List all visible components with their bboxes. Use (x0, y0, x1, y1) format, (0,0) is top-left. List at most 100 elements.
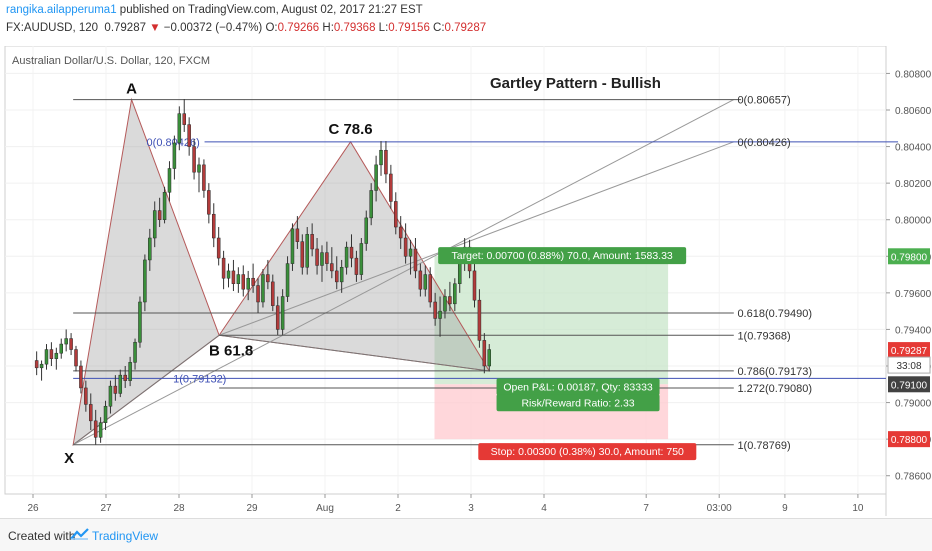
candle-body (69, 338, 73, 350)
last-price: 0.79287 (104, 22, 146, 34)
change-value: −0.00372 (−0.47%) (163, 22, 263, 34)
fib-level-label: 1.272(0.79080) (737, 383, 812, 395)
y-tick-label: 0.80600 (895, 106, 932, 117)
candle-body (349, 246, 354, 259)
candle-body (472, 270, 477, 301)
blue-level-label: 1(0.79132) (173, 373, 226, 385)
candle-body (423, 274, 428, 290)
candle-body (207, 190, 211, 215)
author-link[interactable]: rangika.ailapperuma1 (6, 4, 117, 16)
pattern-point-label: C 78.6 (328, 121, 372, 138)
candle-body (320, 252, 324, 266)
candle-body (374, 164, 378, 191)
candle-body (177, 113, 182, 144)
candle-body (413, 248, 418, 272)
price-badge (888, 248, 930, 265)
candle-body (157, 210, 162, 220)
x-tick-label: 29 (246, 503, 258, 514)
created-with-text: Created with (8, 529, 76, 543)
x-tick-label: 28 (173, 503, 185, 514)
candle-body (261, 274, 265, 303)
price-badge-label: 0.79100 (891, 380, 928, 391)
candle-body (275, 305, 280, 330)
x-tick-label: 9 (782, 503, 788, 514)
candle-body (187, 124, 191, 147)
candle-body (123, 374, 127, 381)
candle-body (59, 343, 63, 354)
candle-body (330, 263, 334, 272)
candle-body (359, 243, 364, 275)
candle-body (438, 310, 442, 319)
price-badge-label: 0.79800 (891, 252, 928, 263)
x-tick-label: 2 (395, 503, 401, 514)
candle-body (256, 285, 260, 303)
header-bar: rangika.ailapperuma1 published on Tradin… (0, 0, 932, 44)
ohlc-open-label: O: (265, 22, 278, 34)
candle-body (113, 385, 118, 394)
candle-body (389, 173, 393, 202)
ohlc-low-label: L: (378, 22, 389, 34)
ohlc-close-label: C: (433, 22, 445, 34)
candle-body (280, 296, 285, 330)
extension-line-upper (72, 99, 735, 446)
pattern-line-xb (72, 334, 220, 446)
price-chart[interactable]: 0(0.80657) 0(0.80426) 0.618(0.79490) 1(0.79… (0, 45, 932, 516)
candle-body (212, 213, 216, 239)
symbol-line: FX:AUDUSD, 120 0.79287 ▼ −0.00372 (−0.47… (6, 22, 486, 34)
open-pl-label-box (496, 378, 660, 396)
x-tick-label: 27 (100, 503, 112, 514)
instrument-label: Australian Dollar/U.S. Dollar, 120, FXCM (12, 55, 210, 67)
price-badge (888, 342, 930, 359)
chart-title: Gartley Pattern - Bullish (490, 75, 661, 92)
candle-body (315, 248, 319, 266)
candle-body (384, 149, 388, 175)
y-tick-label: 0.78600 (895, 472, 932, 483)
candle-body (79, 365, 83, 389)
tradingview-brand-link[interactable]: TradingView (92, 529, 159, 543)
candle-body (34, 360, 39, 369)
x-tick-label: 10 (852, 503, 864, 514)
footer-bar: Created with TradingView (0, 518, 932, 551)
pattern-line-bd (219, 334, 490, 372)
down-arrow-icon: ▼ (149, 22, 161, 34)
candle-body (74, 349, 78, 367)
candle-body (477, 299, 482, 341)
price-badge (888, 431, 930, 448)
y-tick-label: 0.80800 (895, 69, 932, 80)
candle-body (295, 228, 300, 242)
candle-body (192, 146, 196, 173)
candle-body (138, 301, 142, 343)
extension-line-lower (218, 141, 734, 336)
x-tick-label: 7 (643, 503, 649, 514)
target-label: Target: 0.00700 (0.88%) 70.0, Amount: 15… (452, 250, 673, 262)
candle-body (39, 363, 44, 369)
candle-body (226, 270, 231, 279)
published-text: published on TradingView.com, August 02,… (116, 4, 423, 16)
pattern-point-label: X (64, 450, 74, 467)
y-tick-label: 0.80400 (895, 143, 932, 154)
candle-body (403, 237, 408, 257)
y-tick-label: 0.79400 (895, 325, 932, 336)
chart-area[interactable]: 0(0.80657) 0(0.80426) 0.618(0.79490) 1(0.79… (0, 45, 932, 516)
candle-body (108, 385, 113, 407)
price-badge-label: 0.78800 (891, 435, 928, 446)
y-tick-label: 0.79000 (895, 399, 932, 410)
candle-body (354, 257, 359, 275)
candle-body (202, 164, 206, 191)
candle-body (285, 263, 290, 297)
candle-body (246, 277, 250, 290)
x-tick-label: 03:00 (707, 503, 732, 514)
risk-reward-label: Risk/Reward Ratio: 2.33 (521, 397, 634, 409)
candle-body (305, 234, 309, 268)
candle-body (344, 246, 349, 268)
ohlc-close-value: 0.79287 (444, 22, 487, 34)
candle-body (216, 237, 221, 259)
candle-body (162, 192, 167, 220)
x-tick-label: 3 (468, 503, 474, 514)
stop-label-box (478, 443, 697, 461)
candle-body (231, 270, 236, 284)
candle-body (98, 422, 103, 438)
candle-body (221, 257, 226, 279)
candle-body (143, 259, 147, 303)
stop-label: Stop: 0.00300 (0.38%) 30.0, Amount: 750 (491, 446, 684, 458)
